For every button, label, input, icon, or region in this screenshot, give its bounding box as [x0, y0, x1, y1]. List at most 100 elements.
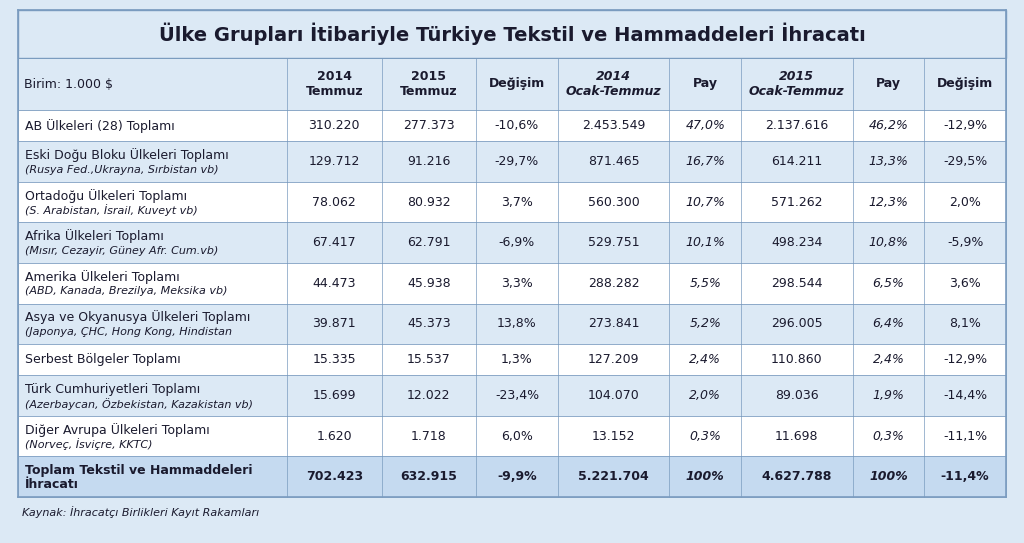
Bar: [18, 457, 1006, 497]
Text: Toplam Tekstil ve Hammaddeleri: Toplam Tekstil ve Hammaddeleri: [25, 464, 253, 477]
Text: 296.005: 296.005: [771, 317, 822, 330]
Text: 100%: 100%: [686, 470, 725, 483]
Text: -29,7%: -29,7%: [495, 155, 539, 168]
Text: (Rusya Fed.,Ukrayna, Sırbistan vb): (Rusya Fed.,Ukrayna, Sırbistan vb): [25, 165, 219, 175]
Text: 3,7%: 3,7%: [501, 195, 532, 209]
Text: -29,5%: -29,5%: [943, 155, 987, 168]
Text: 39.871: 39.871: [312, 317, 356, 330]
Text: 1,3%: 1,3%: [501, 353, 532, 366]
Text: -14,4%: -14,4%: [943, 389, 987, 402]
Text: 89.036: 89.036: [775, 389, 818, 402]
Text: 100%: 100%: [869, 470, 908, 483]
Text: 5,5%: 5,5%: [689, 277, 721, 290]
Text: (Norveç, İsviçre, KKTC): (Norveç, İsviçre, KKTC): [25, 438, 153, 450]
Text: 614.211: 614.211: [771, 155, 822, 168]
Text: 2015
Temmuz: 2015 Temmuz: [400, 70, 458, 98]
Text: 80.932: 80.932: [407, 195, 451, 209]
Text: Amerika Ülkeleri Toplamı: Amerika Ülkeleri Toplamı: [25, 270, 180, 283]
Text: 2,0%: 2,0%: [689, 389, 721, 402]
Text: Serbest Bölgeler Toplamı: Serbest Bölgeler Toplamı: [25, 353, 181, 366]
Text: Türk Cumhuriyetleri Toplamı: Türk Cumhuriyetleri Toplamı: [25, 383, 201, 396]
Text: 15.537: 15.537: [407, 353, 451, 366]
Text: 288.282: 288.282: [588, 277, 639, 290]
Text: 529.751: 529.751: [588, 236, 639, 249]
Text: 3,6%: 3,6%: [949, 277, 981, 290]
Text: 310.220: 310.220: [308, 119, 360, 132]
Text: 6,0%: 6,0%: [501, 430, 532, 443]
Text: 2.137.616: 2.137.616: [765, 119, 828, 132]
Text: 12.022: 12.022: [408, 389, 451, 402]
Text: Değişim: Değişim: [488, 78, 545, 91]
Text: 13,3%: 13,3%: [868, 155, 908, 168]
Text: 6,4%: 6,4%: [872, 317, 904, 330]
Text: 67.417: 67.417: [312, 236, 356, 249]
Text: Eski Doğu Bloku Ülkeleri Toplamı: Eski Doğu Bloku Ülkeleri Toplamı: [25, 148, 228, 162]
Bar: [18, 10, 1006, 58]
Text: 91.216: 91.216: [408, 155, 451, 168]
Text: 632.915: 632.915: [400, 470, 458, 483]
Text: 0,3%: 0,3%: [689, 430, 721, 443]
Text: 571.262: 571.262: [771, 195, 822, 209]
Text: 44.473: 44.473: [312, 277, 356, 290]
Text: -9,9%: -9,9%: [498, 470, 537, 483]
Text: Afrika Ülkeleri Toplamı: Afrika Ülkeleri Toplamı: [25, 229, 164, 243]
Text: 15.699: 15.699: [312, 389, 356, 402]
Text: 110.860: 110.860: [771, 353, 822, 366]
Text: 1.718: 1.718: [411, 430, 446, 443]
Text: 2,4%: 2,4%: [872, 353, 904, 366]
Text: -12,9%: -12,9%: [943, 353, 987, 366]
Bar: [18, 344, 1006, 375]
Text: 12,3%: 12,3%: [868, 195, 908, 209]
Text: 1,9%: 1,9%: [872, 389, 904, 402]
Text: 6,5%: 6,5%: [872, 277, 904, 290]
Text: Diğer Avrupa Ülkeleri Toplamı: Diğer Avrupa Ülkeleri Toplamı: [25, 422, 210, 437]
Text: Pay: Pay: [692, 78, 718, 91]
Text: -11,4%: -11,4%: [941, 470, 989, 483]
Bar: [18, 375, 1006, 416]
Text: Asya ve Okyanusya Ülkeleri Toplamı: Asya ve Okyanusya Ülkeleri Toplamı: [25, 310, 251, 324]
Bar: [18, 416, 1006, 457]
Text: 13,8%: 13,8%: [497, 317, 537, 330]
Text: -12,9%: -12,9%: [943, 119, 987, 132]
Text: 2014
Temmuz: 2014 Temmuz: [305, 70, 364, 98]
Text: Kaynak: İhracatçı Birlikleri Kayıt Rakamları: Kaynak: İhracatçı Birlikleri Kayıt Rakam…: [22, 507, 259, 519]
Text: 4.627.788: 4.627.788: [762, 470, 833, 483]
Bar: [18, 304, 1006, 344]
Text: -10,6%: -10,6%: [495, 119, 539, 132]
Text: 702.423: 702.423: [305, 470, 362, 483]
Text: AB Ülkeleri (28) Toplamı: AB Ülkeleri (28) Toplamı: [25, 118, 175, 132]
Text: 2015
Ocak-Temmuz: 2015 Ocak-Temmuz: [749, 70, 845, 98]
Text: 13.152: 13.152: [592, 430, 635, 443]
Text: 498.234: 498.234: [771, 236, 822, 249]
Text: 277.373: 277.373: [403, 119, 455, 132]
Text: Birim: 1.000 $: Birim: 1.000 $: [24, 78, 113, 91]
Bar: [18, 263, 1006, 304]
Text: 871.465: 871.465: [588, 155, 639, 168]
Text: İhracatı: İhracatı: [25, 477, 79, 490]
Text: Pay: Pay: [876, 78, 901, 91]
Bar: [18, 110, 1006, 141]
Text: 15.335: 15.335: [312, 353, 356, 366]
Text: 273.841: 273.841: [588, 317, 639, 330]
Text: 2,4%: 2,4%: [689, 353, 721, 366]
Text: 46,2%: 46,2%: [868, 119, 908, 132]
Bar: [18, 141, 1006, 182]
Text: (ABD, Kanada, Brezilya, Meksika vb): (ABD, Kanada, Brezilya, Meksika vb): [25, 286, 227, 296]
Text: 2014
Ocak-Temmuz: 2014 Ocak-Temmuz: [566, 70, 662, 98]
Text: 1.620: 1.620: [316, 430, 352, 443]
Text: 45.938: 45.938: [407, 277, 451, 290]
Text: (S. Arabistan, İsrail, Kuveyt vb): (S. Arabistan, İsrail, Kuveyt vb): [25, 204, 198, 216]
Text: 78.062: 78.062: [312, 195, 356, 209]
Text: 10,1%: 10,1%: [685, 236, 725, 249]
Text: 8,1%: 8,1%: [949, 317, 981, 330]
Text: -23,4%: -23,4%: [495, 389, 539, 402]
Bar: [18, 58, 1006, 110]
Bar: [18, 182, 1006, 222]
Text: 560.300: 560.300: [588, 195, 639, 209]
Text: -6,9%: -6,9%: [499, 236, 536, 249]
Text: 129.712: 129.712: [308, 155, 359, 168]
Text: Değişim: Değişim: [937, 78, 993, 91]
Text: Ülke Grupları İtibariyle Türkiye Tekstil ve Hammaddeleri İhracatı: Ülke Grupları İtibariyle Türkiye Tekstil…: [159, 23, 865, 45]
Text: 127.209: 127.209: [588, 353, 639, 366]
Text: (Japonya, ÇHC, Hong Kong, Hindistan: (Japonya, ÇHC, Hong Kong, Hindistan: [25, 327, 232, 337]
